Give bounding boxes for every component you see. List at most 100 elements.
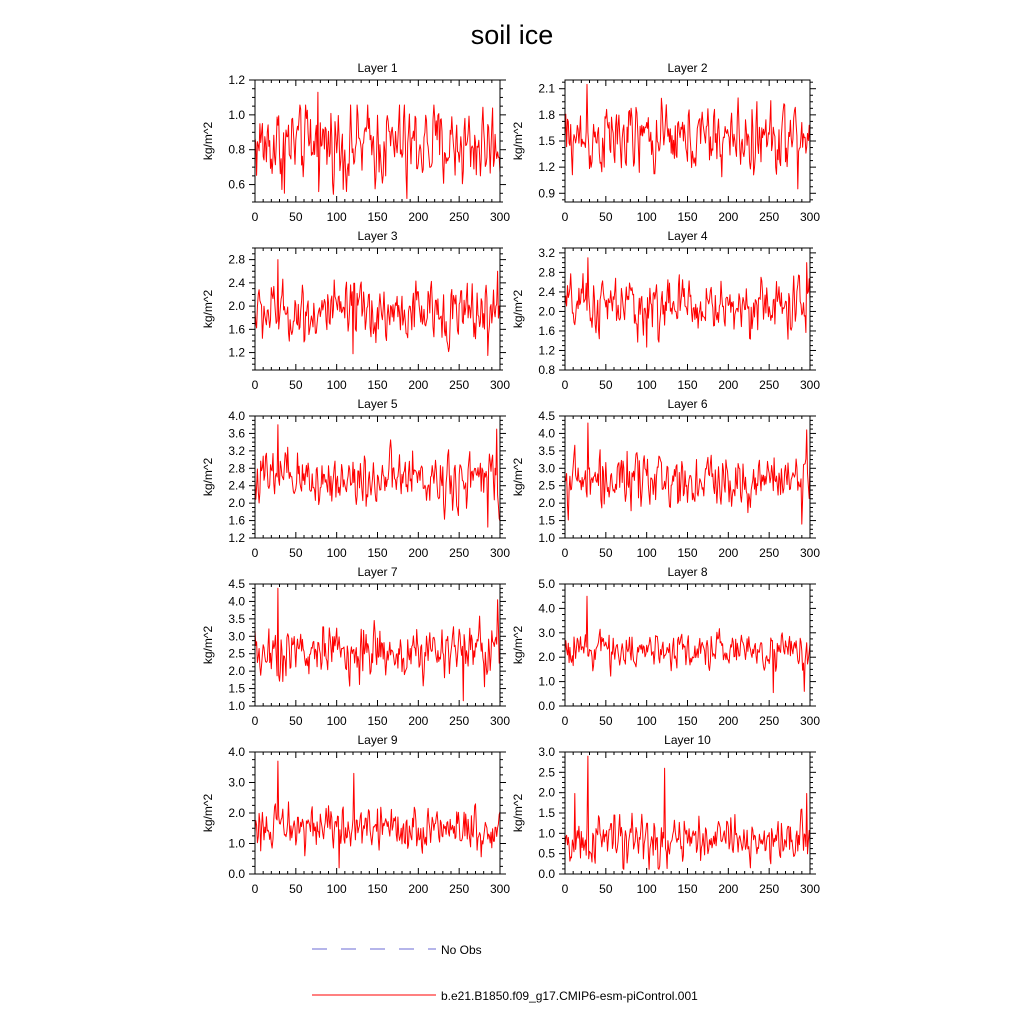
y-tick-label: 3.2	[228, 444, 245, 458]
y-tick-label: 2.0	[538, 304, 555, 318]
y-tick-label: 1.2	[228, 531, 245, 545]
x-tick-label: 50	[599, 546, 613, 560]
y-tick-label: 3.6	[228, 426, 245, 440]
y-tick-label: 2.0	[538, 650, 555, 664]
x-tick-label: 300	[490, 882, 510, 896]
y-tick-label: 3.2	[538, 246, 555, 260]
x-tick-label: 100	[327, 714, 347, 728]
x-tick-label: 50	[289, 882, 303, 896]
x-tick-label: 100	[327, 378, 347, 392]
y-axis-label: kg/m^2	[511, 122, 525, 161]
x-tick-label: 100	[327, 210, 347, 224]
x-tick-label: 150	[677, 546, 697, 560]
x-tick-label: 50	[289, 378, 303, 392]
panel-title: Layer 3	[357, 229, 397, 243]
x-tick-label: 150	[677, 714, 697, 728]
y-axis-label: kg/m^2	[511, 458, 525, 497]
panel-title: Layer 1	[357, 61, 397, 75]
y-tick-label: 1.0	[538, 826, 555, 840]
y-tick-label: 1.5	[538, 514, 555, 528]
panel-title: Layer 6	[667, 397, 707, 411]
y-tick-label: 2.0	[538, 786, 555, 800]
x-tick-label: 250	[449, 714, 469, 728]
y-tick-label: 0.0	[538, 699, 555, 713]
x-tick-label: 300	[800, 210, 820, 224]
panel-title: Layer 4	[667, 229, 707, 243]
y-tick-label: 4.5	[228, 577, 245, 591]
x-tick-label: 200	[718, 210, 738, 224]
y-tick-label: 1.8	[538, 108, 555, 122]
x-tick-label: 100	[637, 378, 657, 392]
panel-layer-2: Layer 2 kg/m^2 0 50 100 150 200 250 300 0.9 1.2 1.5…	[511, 61, 820, 224]
y-tick-label: 5.0	[538, 577, 555, 591]
y-tick-label: 1.0	[538, 531, 555, 545]
y-tick-label: 2.5	[538, 765, 555, 779]
x-tick-label: 250	[759, 378, 779, 392]
x-tick-label: 250	[449, 210, 469, 224]
x-tick-label: 200	[718, 882, 738, 896]
y-tick-label: 2.8	[228, 461, 245, 475]
x-tick-label: 50	[599, 714, 613, 728]
y-tick-label: 1.5	[228, 682, 245, 696]
y-tick-label: 3.0	[228, 629, 245, 643]
y-tick-label: 1.6	[228, 322, 245, 336]
x-tick-label: 150	[677, 378, 697, 392]
panel-title: Layer 2	[667, 61, 707, 75]
y-axis-label: kg/m^2	[201, 626, 215, 665]
panel-title: Layer 8	[667, 565, 707, 579]
x-tick-label: 50	[599, 378, 613, 392]
y-tick-label: 1.2	[538, 160, 555, 174]
x-tick-label: 300	[800, 882, 820, 896]
y-tick-label: 4.0	[228, 409, 245, 423]
x-tick-label: 150	[677, 882, 697, 896]
panel-layer-8: Layer 8 kg/m^2 0 50 100 150 200 250 300 0.0 1.0 2.0…	[511, 565, 820, 728]
legend-no-obs-label: No Obs	[441, 943, 482, 957]
x-tick-label: 250	[759, 210, 779, 224]
x-tick-label: 0	[252, 210, 259, 224]
y-tick-label: 0.9	[538, 186, 555, 200]
x-tick-label: 0	[562, 378, 569, 392]
y-tick-label: 3.0	[228, 776, 245, 790]
y-tick-label: 1.0	[228, 699, 245, 713]
panel-layer-9: Layer 9 kg/m^2 0 50 100 150 200 250 300 0.0 1.0 2.0…	[201, 733, 510, 896]
series-line	[254, 587, 501, 702]
y-tick-label: 2.1	[538, 82, 555, 96]
panel-layer-4: Layer 4 kg/m^2 0 50 100 150 200 250 300 0.8 1.2 1.6…	[511, 229, 820, 392]
legend-model-label: b.e21.B1850.f09_g17.CMIP6-esm-piControl.…	[441, 989, 698, 1003]
x-tick-label: 250	[759, 882, 779, 896]
x-tick-label: 150	[367, 714, 387, 728]
y-tick-label: 2.0	[228, 496, 245, 510]
y-tick-label: 1.0	[538, 675, 555, 689]
y-tick-label: 4.0	[538, 426, 555, 440]
series-line	[564, 422, 811, 525]
x-tick-label: 100	[327, 882, 347, 896]
y-tick-label: 2.5	[538, 479, 555, 493]
panel-layer-10: Layer 10 kg/m^2 0 50 100 150 200 250 300 0.0 0.5 1.…	[511, 733, 820, 896]
series-line	[254, 424, 501, 528]
x-tick-label: 150	[367, 882, 387, 896]
x-tick-label: 250	[759, 714, 779, 728]
y-tick-label: 3.0	[538, 745, 555, 759]
y-axis-label: kg/m^2	[511, 626, 525, 665]
x-tick-label: 50	[599, 882, 613, 896]
y-tick-label: 2.8	[228, 253, 245, 267]
legend: No Obs b.e21.B1850.f09_g17.CMIP6-esm-piC…	[312, 943, 698, 1003]
x-tick-label: 200	[718, 714, 738, 728]
y-tick-label: 0.8	[228, 143, 245, 157]
panels-grid: Layer 1 kg/m^2 0 50 100 150 200 250 300 0.6 0.8 1.0…	[201, 61, 820, 896]
panel-title: Layer 7	[357, 565, 397, 579]
x-tick-label: 300	[800, 546, 820, 560]
y-tick-label: 2.5	[228, 647, 245, 661]
y-tick-label: 0.8	[538, 363, 555, 377]
y-tick-label: 2.8	[538, 265, 555, 279]
y-tick-label: 2.4	[538, 285, 555, 299]
y-tick-label: 1.5	[538, 806, 555, 820]
plot-frame	[564, 751, 811, 875]
y-tick-label: 2.0	[228, 299, 245, 313]
y-axis-label: kg/m^2	[201, 290, 215, 329]
x-tick-label: 200	[408, 378, 428, 392]
series-line	[564, 595, 811, 694]
panel-title: Layer 5	[357, 397, 397, 411]
x-tick-label: 150	[367, 210, 387, 224]
